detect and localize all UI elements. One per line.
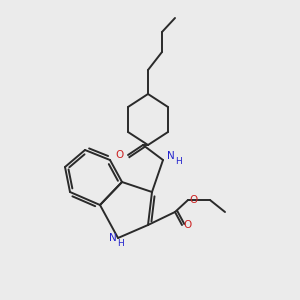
Text: H: H [175, 158, 182, 166]
Text: O: O [116, 150, 124, 160]
Text: N: N [167, 151, 175, 161]
Text: O: O [183, 220, 191, 230]
Text: H: H [118, 239, 124, 248]
Text: O: O [189, 195, 197, 205]
Text: N: N [109, 233, 117, 243]
